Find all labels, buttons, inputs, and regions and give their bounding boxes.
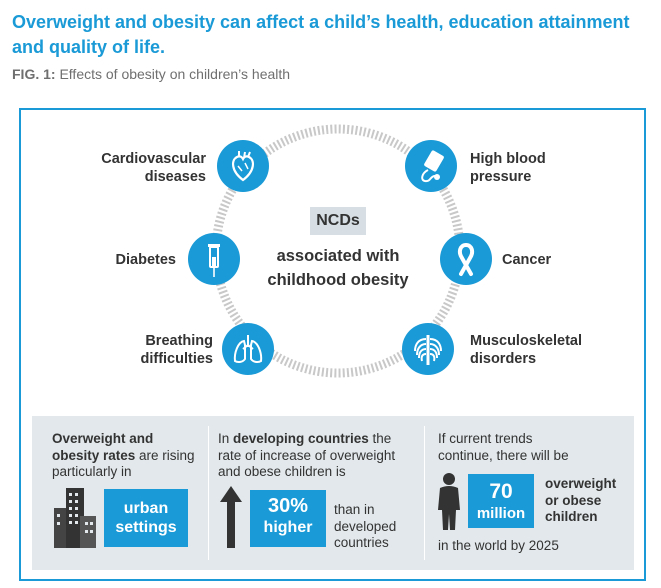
buildings-icon	[54, 488, 96, 548]
thirty-percent-value: 30%	[267, 495, 309, 517]
seventy-million-word: million	[476, 505, 526, 522]
ncds-description: associated with childhood obesity	[267, 247, 409, 289]
condition-musculoskeletal-label: Musculoskeletal disorders	[470, 333, 583, 367]
arrow-up-icon	[220, 486, 242, 548]
developing-fact-rest: the rate of increase of overweight and o…	[218, 431, 396, 479]
urban-fact-bold: Overweight and obesity rates	[52, 431, 154, 463]
seventy-million-box: 70 million	[468, 474, 534, 528]
heart-icon	[217, 140, 269, 192]
facts-divider	[424, 426, 425, 560]
ribcage-icon	[402, 323, 454, 375]
facts-divider	[208, 426, 209, 560]
urban-fact-text: Overweight and obesity rates are rising …	[52, 431, 202, 481]
ncds-label-box	[310, 207, 366, 235]
trend-fact-lead: If current trends continue, there will b…	[438, 431, 569, 463]
thirty-percent-box: 30% higher	[250, 490, 326, 547]
seventy-million-value: 70	[489, 480, 513, 503]
lungs-icon	[222, 323, 274, 375]
syringe-icon	[188, 233, 240, 285]
ribbon-icon	[440, 233, 492, 285]
figure-caption-text: Effects of obesity on children’s health	[59, 66, 291, 82]
figure-number: FIG. 1:	[12, 66, 56, 82]
trend-fact-side: overweight or obese children	[545, 476, 617, 524]
urban-fact-rest: are rising particularly in	[52, 447, 195, 480]
child-silhouette-icon	[438, 473, 460, 530]
condition-breathing-label: Breathing difficulties	[140, 333, 213, 367]
developing-fact-text: In developing countries the rate of incr…	[218, 431, 418, 481]
condition-diabetes-label: Diabetes	[115, 252, 176, 268]
page-title: Overweight and obesity can affect a chil…	[12, 12, 630, 57]
ncds-label: NCDs	[316, 212, 360, 229]
condition-cardiovascular-label: Cardiovascular diseases	[101, 151, 206, 185]
trend-fact-foot: in the world by 2025	[438, 538, 559, 553]
developing-fact-pre: In	[218, 431, 234, 446]
developing-fact-bold: developing countries	[233, 431, 369, 446]
figure-caption: FIG. 1: Effects of obesity on children’s…	[12, 66, 290, 82]
blood-pressure-cuff-icon	[405, 140, 457, 192]
urban-settings-box: urban settings	[104, 489, 188, 547]
developing-fact-tail: than in developed countries	[334, 502, 397, 550]
condition-high-blood-pressure-label: High blood pressure	[470, 151, 546, 185]
thirty-percent-word: higher	[263, 519, 313, 536]
condition-cancer-label: Cancer	[502, 252, 552, 268]
